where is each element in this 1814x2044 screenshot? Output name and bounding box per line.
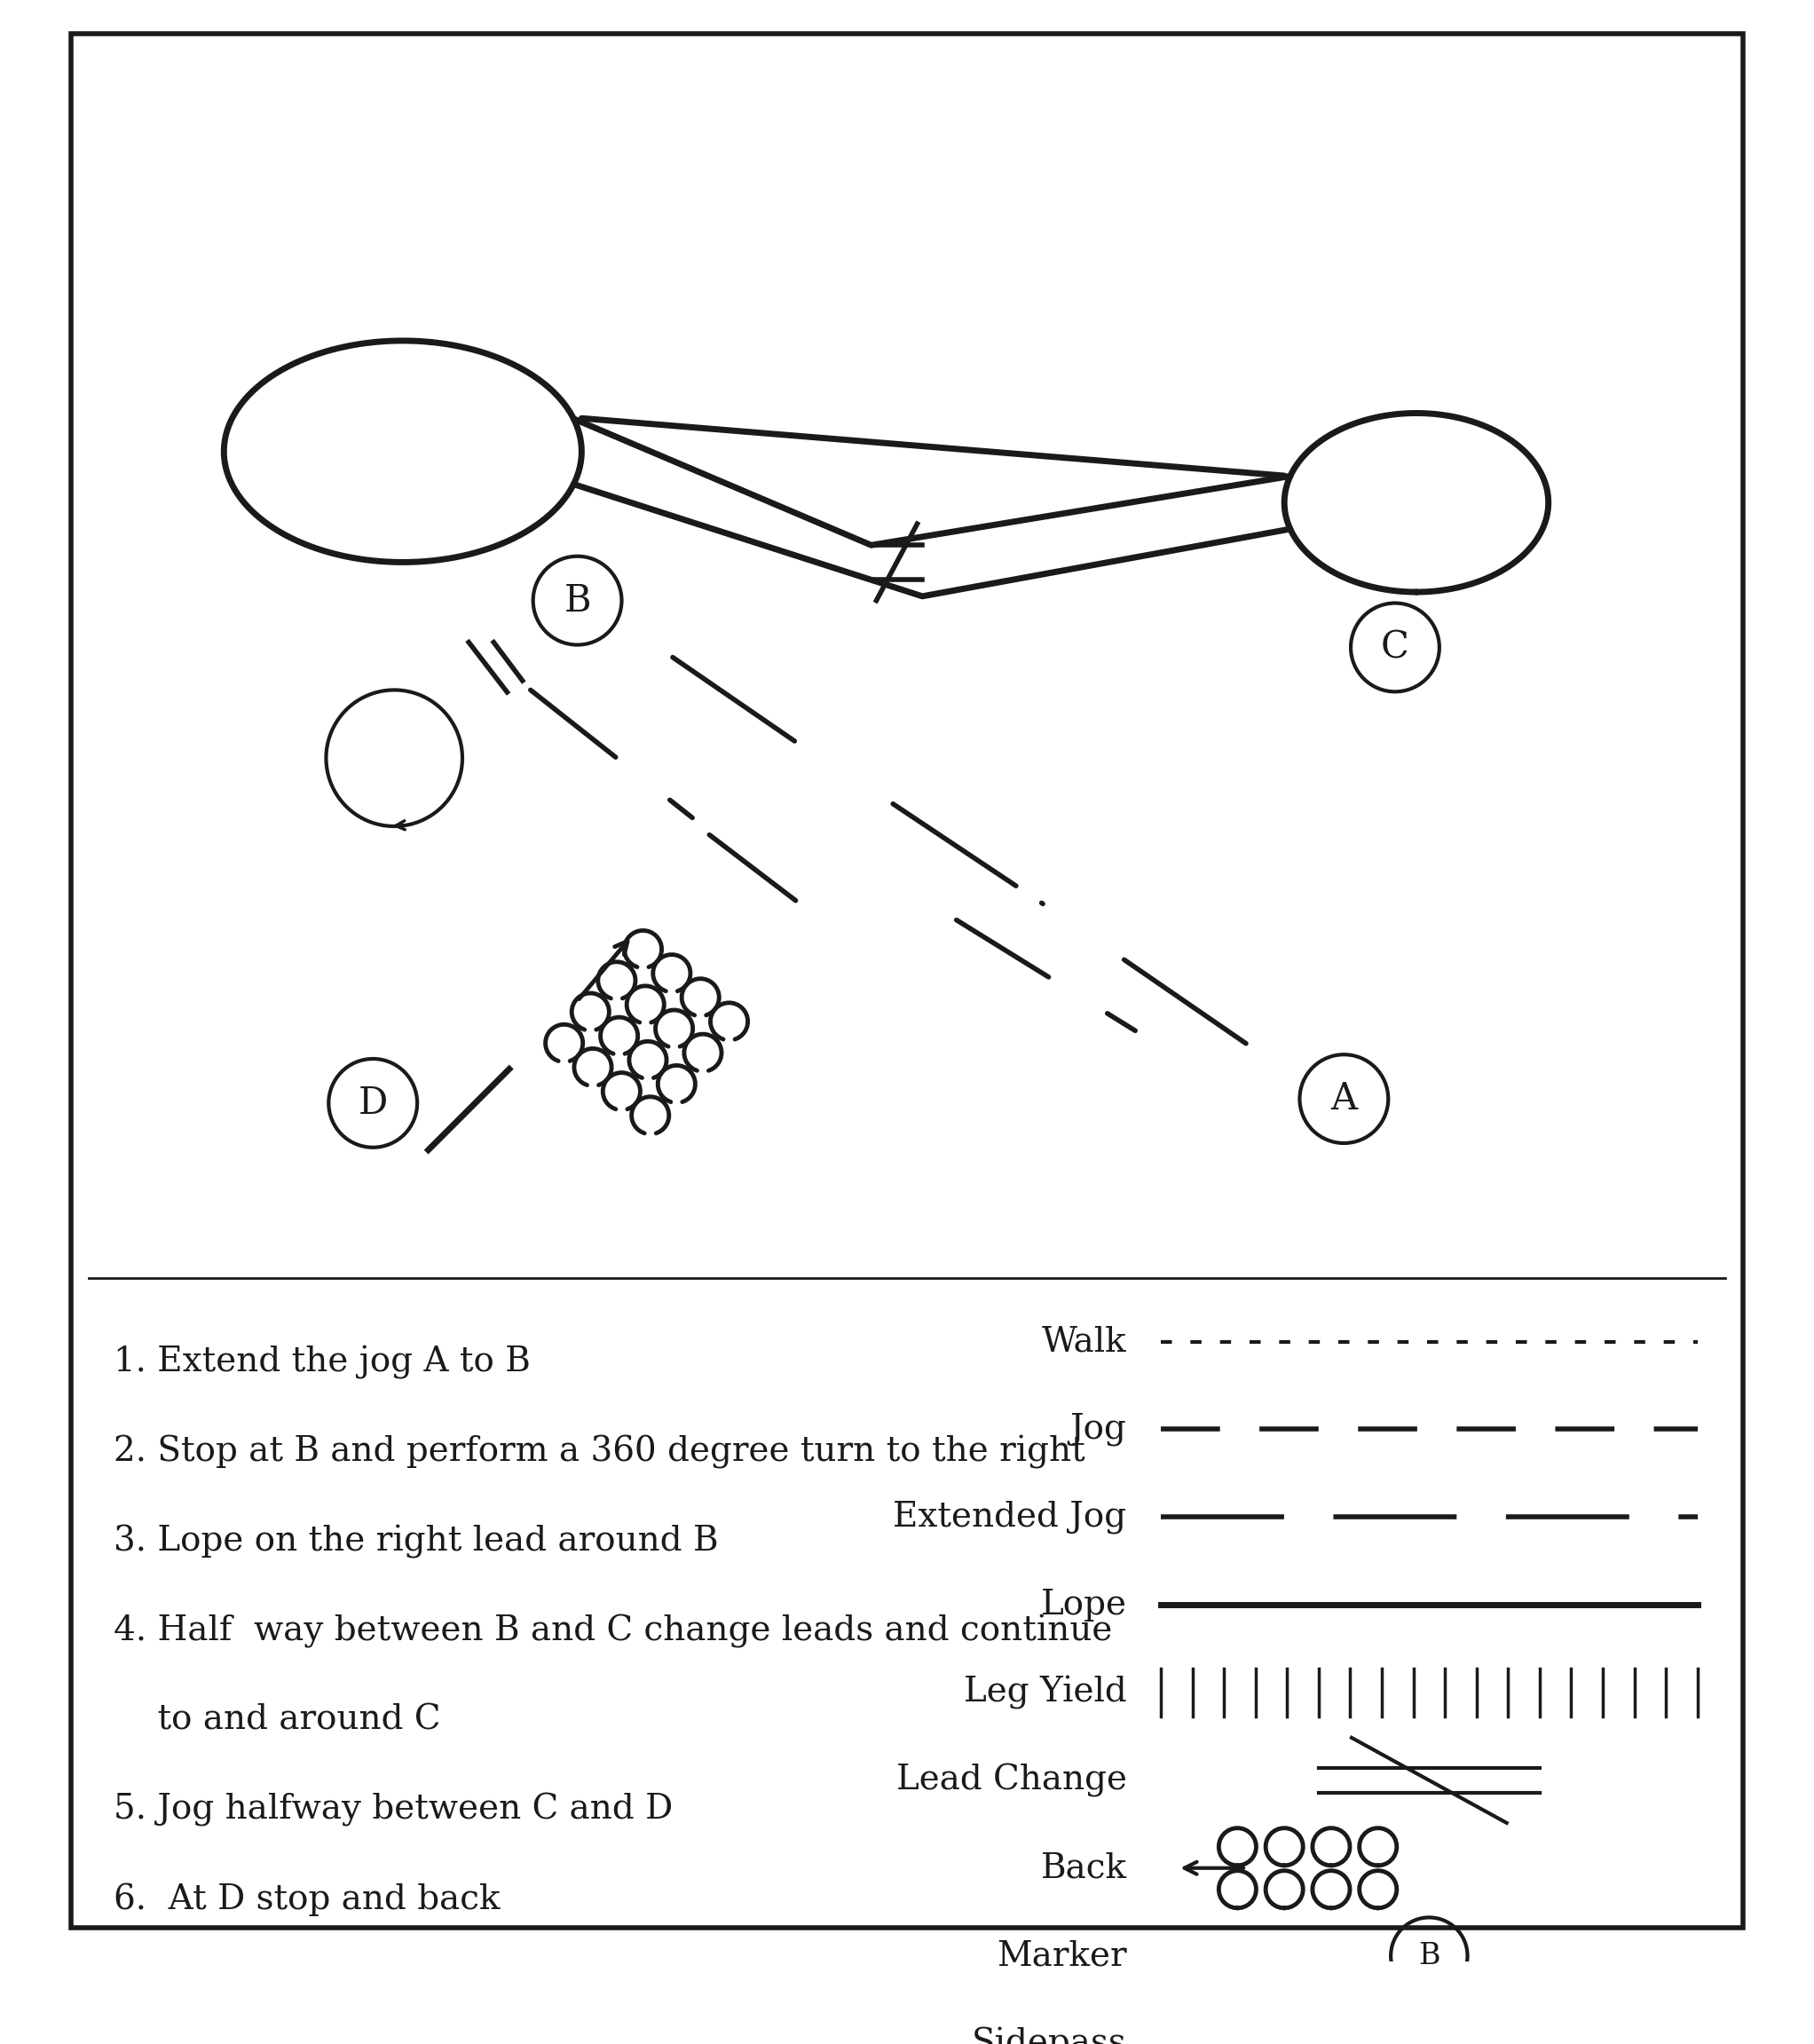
Text: 6.  At D stop and back: 6. At D stop and back bbox=[112, 1883, 499, 1915]
Text: Leg Yield: Leg Yield bbox=[963, 1676, 1126, 1709]
Text: Walk: Walk bbox=[1041, 1325, 1126, 1357]
Text: Lope: Lope bbox=[1041, 1588, 1126, 1621]
Text: C: C bbox=[1380, 630, 1409, 666]
Text: 4. Half  way between B and C change leads and continue: 4. Half way between B and C change leads… bbox=[112, 1615, 1112, 1647]
Text: B: B bbox=[564, 583, 591, 619]
Text: Jog: Jog bbox=[1070, 1412, 1126, 1445]
Text: 2. Stop at B and perform a 360 degree turn to the right: 2. Stop at B and perform a 360 degree tu… bbox=[112, 1435, 1085, 1470]
Text: Back: Back bbox=[1041, 1852, 1126, 1885]
Text: 1. Extend the jog A to B: 1. Extend the jog A to B bbox=[112, 1345, 530, 1380]
Text: Lead Change: Lead Change bbox=[896, 1764, 1126, 1797]
Text: 3. Lope on the right lead around B: 3. Lope on the right lead around B bbox=[112, 1525, 718, 1558]
Text: 5. Jog halfway between C and D: 5. Jog halfway between C and D bbox=[112, 1793, 673, 1827]
Text: A: A bbox=[1331, 1079, 1357, 1118]
Text: to and around C: to and around C bbox=[112, 1703, 441, 1737]
Text: Extended Jog: Extended Jog bbox=[892, 1500, 1126, 1533]
Text: Marker: Marker bbox=[996, 1940, 1126, 1972]
Text: B: B bbox=[1419, 1942, 1440, 1970]
Text: D: D bbox=[357, 1085, 388, 1122]
Text: Sidepass: Sidepass bbox=[972, 2028, 1126, 2044]
